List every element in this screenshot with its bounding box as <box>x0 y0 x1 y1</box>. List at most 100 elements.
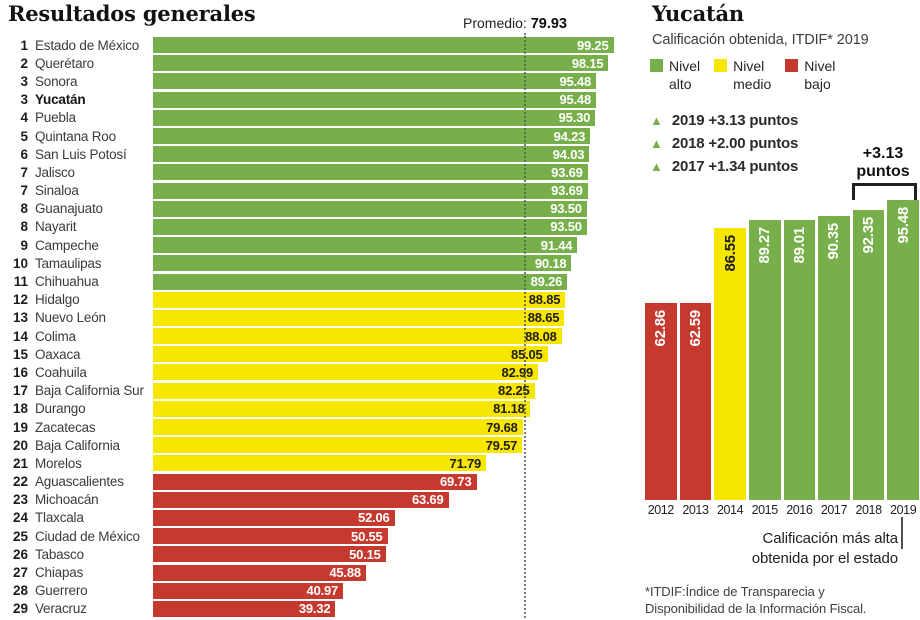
score-value: 81.18 <box>493 401 525 417</box>
score-bar: 94.23 <box>153 128 591 145</box>
left-chart-title: Resultados generales <box>8 1 256 26</box>
bar-track: 91.44 <box>153 237 620 254</box>
score-bar: 88.08 <box>153 328 562 345</box>
result-row: 21 Morelos 71.79 <box>8 454 620 472</box>
year-column: 89.01 <box>783 200 816 500</box>
year-bar-value-text: 90.35 <box>825 223 843 260</box>
average-label: Promedio: 79.93 <box>420 15 567 32</box>
year-bar-value-text: 89.01 <box>790 227 808 264</box>
score-bar: 69.73 <box>153 473 477 490</box>
year-column: 62.59 <box>679 200 712 500</box>
year-axis-label: 2014 <box>716 503 744 517</box>
state-label: Estado de México <box>35 37 140 53</box>
legend-label-line2: medio <box>733 76 772 93</box>
score-value: 95.30 <box>558 110 591 126</box>
score-value: 88.85 <box>528 292 561 308</box>
pointer-line <box>901 517 903 549</box>
bar-track: 52.06 <box>153 509 620 526</box>
score-value: 93.69 <box>551 164 583 180</box>
gain-text: 2018 +2.00 puntos <box>671 135 799 152</box>
state-label: Veracruz <box>35 601 87 617</box>
bar-track: 94.23 <box>153 128 620 145</box>
bar-track: 95.48 <box>153 91 620 108</box>
score-value: 88.65 <box>527 310 560 326</box>
average-dotted-line <box>524 33 526 618</box>
rank-label: 17 <box>12 383 28 399</box>
yucatan-bars: 62.86 62.59 86.55 89.27 89.01 90.35 92.35 95.48 <box>645 200 919 500</box>
result-row: 17 Baja California Sur 82.25 <box>8 382 620 400</box>
year-bar-value-text: 92.35 <box>860 216 878 254</box>
year-axis-label: 2018 <box>855 503 882 517</box>
bar-track: 79.68 <box>153 419 620 436</box>
score-bar: 45.88 <box>153 564 366 581</box>
score-bar: 94.03 <box>153 146 590 163</box>
bar-track: 82.25 <box>153 382 620 399</box>
rank-label: 24 <box>12 510 28 526</box>
bracket-annotation: +3.13 puntos <box>843 145 920 182</box>
score-value: 50.55 <box>351 528 383 544</box>
score-value: 95.48 <box>559 92 591 108</box>
rank-label: 15 <box>12 346 28 362</box>
result-row: 13 Nuevo León 88.65 <box>8 309 620 327</box>
bar-track: 90.18 <box>153 255 620 272</box>
bar-track: 63.69 <box>153 491 620 508</box>
rank-label: 7 <box>20 164 28 180</box>
score-value: 82.25 <box>498 383 530 399</box>
score-bar: 39.32 <box>153 600 336 617</box>
score-bar: 95.48 <box>153 73 596 90</box>
bracket-annotation-line2: puntos <box>856 163 910 181</box>
legend-item-medio: Nivel medio <box>714 57 771 93</box>
bar-track: 50.55 <box>153 528 620 545</box>
score-bar: 82.25 <box>153 382 535 399</box>
yearly-gains: ▲ 2019 +3.13 puntos ▲ 2018 +2.00 puntos … <box>650 109 798 178</box>
bar-track: 95.30 <box>153 109 620 126</box>
score-value: 99.25 <box>576 37 609 53</box>
result-row: 7 Jalisco 93.69 <box>8 163 620 181</box>
rank-label: 2 <box>20 55 28 71</box>
result-row: 3 Yucatán 95.48 <box>8 91 620 109</box>
state-label: Coahuila <box>35 364 87 380</box>
state-label: Colima <box>35 328 76 344</box>
year-bar-value-text: 89.27 <box>756 226 774 264</box>
result-row: 7 Sinaloa 93.69 <box>8 182 620 200</box>
level-legend: Nivel alto Nivel medio Nivel bajo <box>650 57 849 93</box>
bar-track: 88.65 <box>153 309 620 326</box>
score-value: 69.73 <box>439 474 472 490</box>
bar-track: 88.08 <box>153 328 620 345</box>
score-value: 79.68 <box>486 419 518 435</box>
gain-text: 2017 +1.34 puntos <box>671 158 799 175</box>
score-value: 88.08 <box>525 328 557 344</box>
result-row: 29 Veracruz 39.32 <box>8 600 620 618</box>
score-bar: 99.25 <box>153 37 614 54</box>
year-axis-label: 2012 <box>647 503 675 517</box>
yucatan-years: 2012 2013 2014 2015 2016 2017 2018 2019 <box>645 503 919 517</box>
score-value: 71.79 <box>449 455 482 471</box>
rank-label: 28 <box>12 583 28 599</box>
result-row: 8 Nayarit 93.50 <box>8 218 620 236</box>
result-row: 6 San Luis Potosí 94.03 <box>8 145 620 163</box>
result-row: 12 Hidalgo 88.85 <box>8 291 620 309</box>
average-value: 79.93 <box>530 16 567 32</box>
bar-track: 94.03 <box>153 146 620 163</box>
state-label: Querétaro <box>35 55 94 71</box>
score-bar: 93.50 <box>153 200 587 217</box>
result-row: 22 Aguascalientes 69.73 <box>8 473 620 491</box>
triangle-up-icon: ▲ <box>650 113 663 128</box>
yellow-swatch-icon <box>714 59 728 72</box>
state-label: Tamaulipas <box>35 255 102 271</box>
state-label: Guerrero <box>35 583 88 599</box>
state-label: Baja California Sur <box>35 383 144 399</box>
year-bar-value-text: 95.48 <box>894 207 912 244</box>
bar-track: 89.26 <box>153 273 620 290</box>
rank-label: 18 <box>12 401 28 417</box>
rank-label: 25 <box>12 528 28 544</box>
year-bar-value-text: 86.55 <box>721 235 739 272</box>
year-column: 86.55 <box>714 200 746 500</box>
result-row: 2 Querétaro 98.15 <box>8 54 620 72</box>
gain-row: ▲ 2017 +1.34 puntos <box>650 155 798 178</box>
rank-label: 6 <box>20 146 28 162</box>
year-axis-label: 2013 <box>682 503 709 517</box>
state-label: Tabasco <box>35 546 84 562</box>
score-bar: 40.97 <box>153 582 344 599</box>
result-row: 19 Zacatecas 79.68 <box>8 418 620 436</box>
